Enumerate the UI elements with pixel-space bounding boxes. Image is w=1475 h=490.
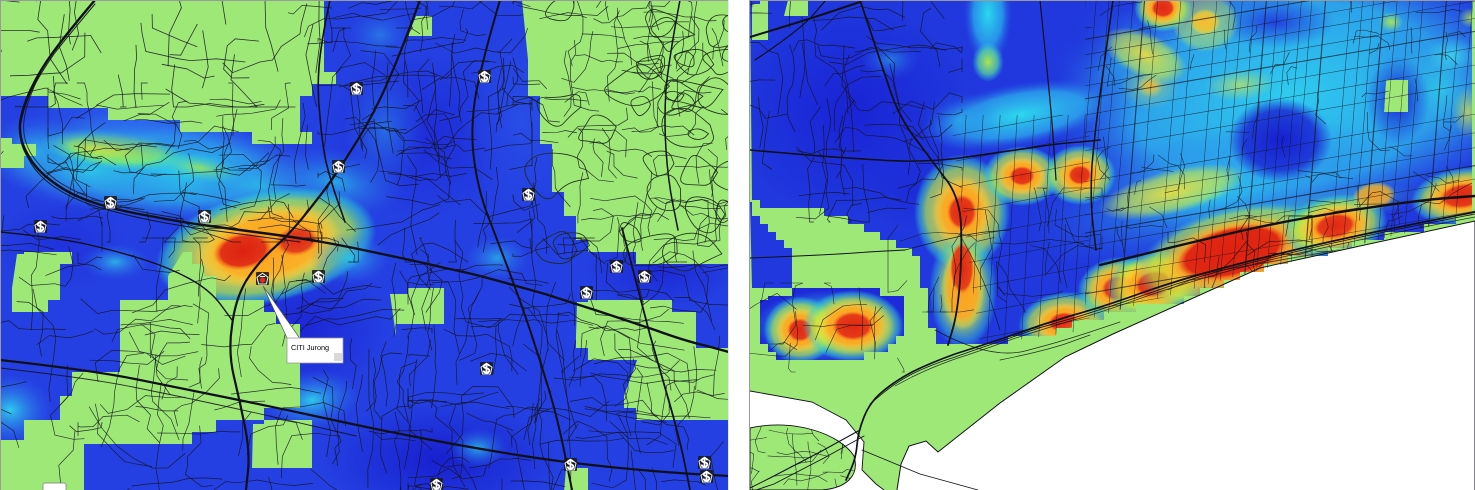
svg-text:CITI Jurong: CITI Jurong (291, 343, 329, 352)
